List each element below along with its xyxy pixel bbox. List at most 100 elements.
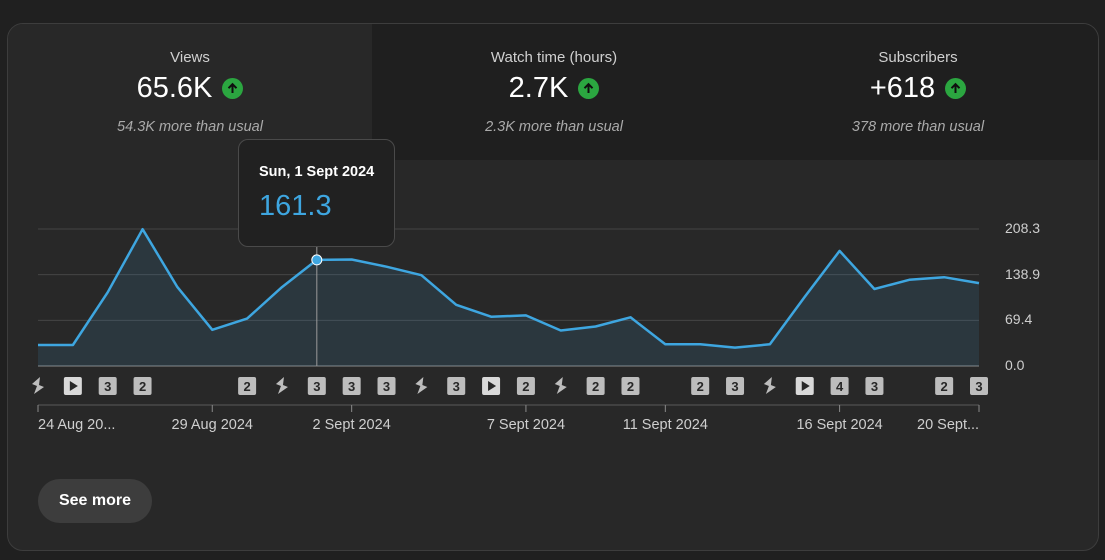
chart-point[interactable] xyxy=(586,317,606,337)
x-tick-label: 29 Aug 2024 xyxy=(171,417,253,433)
chart-point[interactable] xyxy=(167,277,187,297)
shorts-icon[interactable] xyxy=(275,377,288,394)
tab-subscribers[interactable]: Subscribers +618 378 more than usual xyxy=(736,24,1098,160)
shorts-icon[interactable] xyxy=(763,377,776,394)
shorts-icon-shape xyxy=(32,377,44,394)
count-badge-text: 2 xyxy=(139,379,146,394)
chart-point[interactable] xyxy=(969,273,989,293)
count-badge-bg xyxy=(98,377,117,395)
count-badge-bg xyxy=(447,377,466,395)
upload-count-badge[interactable]: 4 xyxy=(830,377,849,395)
shorts-icon[interactable] xyxy=(415,377,428,394)
count-badge-text: 3 xyxy=(348,379,355,394)
views-chart[interactable]: 3 2 2 3 3 3 3 2 2 2 2 3 4 3 2 3 xyxy=(8,24,1099,464)
chart-series-line xyxy=(38,227,980,349)
chart-point[interactable] xyxy=(899,270,919,290)
upload-count-badge[interactable]: 3 xyxy=(307,377,326,395)
chart-point[interactable] xyxy=(690,334,710,354)
see-more-button[interactable]: See more xyxy=(38,479,152,523)
chart-point[interactable] xyxy=(551,320,571,340)
chart-point[interactable] xyxy=(237,309,257,329)
chart-point[interactable] xyxy=(655,334,675,354)
chart-point[interactable] xyxy=(133,219,153,239)
play-triangle xyxy=(801,381,810,391)
chart-point[interactable] xyxy=(272,277,292,297)
count-badge-text: 2 xyxy=(941,379,948,394)
chart-point[interactable] xyxy=(377,257,397,277)
upload-count-badge[interactable]: 2 xyxy=(586,377,605,395)
upload-count-badge[interactable]: 2 xyxy=(133,377,152,395)
count-badge-bg xyxy=(726,377,745,395)
x-tick-label: 24 Aug 20... xyxy=(38,417,116,433)
tab-subscribers-value: +618 xyxy=(869,72,936,104)
tab-views[interactable]: Views 65.6K 54.3K more than usual xyxy=(8,24,372,160)
tooltip-value: 161.3 xyxy=(259,190,332,222)
arrow-up-icon xyxy=(945,78,967,99)
tooltip-date: Sun, 1 Sept 2024 xyxy=(259,164,375,180)
upload-count-badge[interactable]: 3 xyxy=(865,377,884,395)
chart-point[interactable] xyxy=(28,335,48,355)
count-badge-bg xyxy=(691,377,710,395)
play-triangle xyxy=(69,381,78,391)
count-badge-text: 2 xyxy=(627,379,634,394)
upload-count-badge[interactable]: 2 xyxy=(621,377,640,395)
count-badge-text: 3 xyxy=(104,379,111,394)
upload-count-badge[interactable]: 2 xyxy=(935,377,954,395)
chart-point[interactable] xyxy=(795,287,815,307)
chart-point[interactable] xyxy=(411,265,431,285)
count-badge-text: 2 xyxy=(522,379,529,394)
chart-point[interactable] xyxy=(481,307,501,327)
tab-subscribers-label: Subscribers xyxy=(878,49,958,66)
chart-point[interactable] xyxy=(725,338,745,358)
count-badge-text: 3 xyxy=(731,379,738,394)
upload-count-badge[interactable]: 3 xyxy=(447,377,466,395)
count-badge-bg xyxy=(865,377,884,395)
chart-point[interactable] xyxy=(98,282,118,302)
chart-point[interactable] xyxy=(446,295,466,315)
upload-count-badge[interactable]: 3 xyxy=(342,377,361,395)
upload-count-badge[interactable]: 3 xyxy=(98,377,117,395)
shorts-icon[interactable] xyxy=(554,377,567,394)
upload-count-badge[interactable]: 2 xyxy=(516,377,535,395)
count-badge-text: 3 xyxy=(383,379,390,394)
x-tick-label: 20 Sept... xyxy=(917,417,980,433)
tab-watch-time-label: Watch time (hours) xyxy=(490,49,618,66)
y-tick-label: 208.3 xyxy=(1005,220,1041,236)
chart-point[interactable] xyxy=(620,307,640,327)
x-tick-label: 2 Sept 2024 xyxy=(312,417,391,433)
chart-point[interactable] xyxy=(934,267,954,287)
shorts-icon[interactable] xyxy=(32,377,44,394)
chart-area-fill xyxy=(38,229,979,366)
count-badge-bg xyxy=(238,377,257,395)
upload-count-badge[interactable]: 3 xyxy=(726,377,745,395)
count-badge-bg xyxy=(970,377,988,395)
upload-count-badge[interactable]: 2 xyxy=(238,377,257,395)
y-tick-label: 0.0 xyxy=(1005,357,1025,373)
chart-point[interactable] xyxy=(342,249,362,269)
chart-point[interactable] xyxy=(760,334,780,354)
chart-point[interactable] xyxy=(830,241,850,261)
tab-watch-time[interactable]: Watch time (hours) 2.7K 2.3K more than u… xyxy=(372,24,736,160)
chart-point[interactable] xyxy=(202,320,222,340)
upload-count-badge[interactable]: 3 xyxy=(970,377,988,395)
chart-tooltip: Sun, 1 Sept 2024 161.3 xyxy=(238,139,395,247)
play-triangle xyxy=(488,381,497,391)
count-badge-text: 2 xyxy=(243,379,250,394)
y-tick-label: 138.9 xyxy=(1005,265,1041,282)
count-badge-bg xyxy=(935,377,954,395)
video-play-icon[interactable] xyxy=(63,377,82,395)
chart-point[interactable] xyxy=(864,279,884,299)
chart-point[interactable] xyxy=(516,305,536,325)
upload-count-badge[interactable]: 3 xyxy=(377,377,396,395)
metric-tabs: Views 65.6K 54.3K more than usual Watch … xyxy=(8,24,1098,160)
video-play-icon[interactable] xyxy=(795,377,814,395)
tab-subscribers-comparison: 378 more than usual xyxy=(851,119,985,135)
video-play-icon[interactable] xyxy=(482,377,501,395)
chart-point[interactable] xyxy=(63,335,83,355)
count-badge-bg xyxy=(133,377,152,395)
analytics-card: Views 65.6K 54.3K more than usual Watch … xyxy=(7,23,1099,551)
arrow-up-icon xyxy=(578,78,600,99)
count-badge-text: 2 xyxy=(697,379,704,394)
upload-count-badge[interactable]: 2 xyxy=(691,377,710,395)
arrow-up-icon xyxy=(222,78,244,99)
